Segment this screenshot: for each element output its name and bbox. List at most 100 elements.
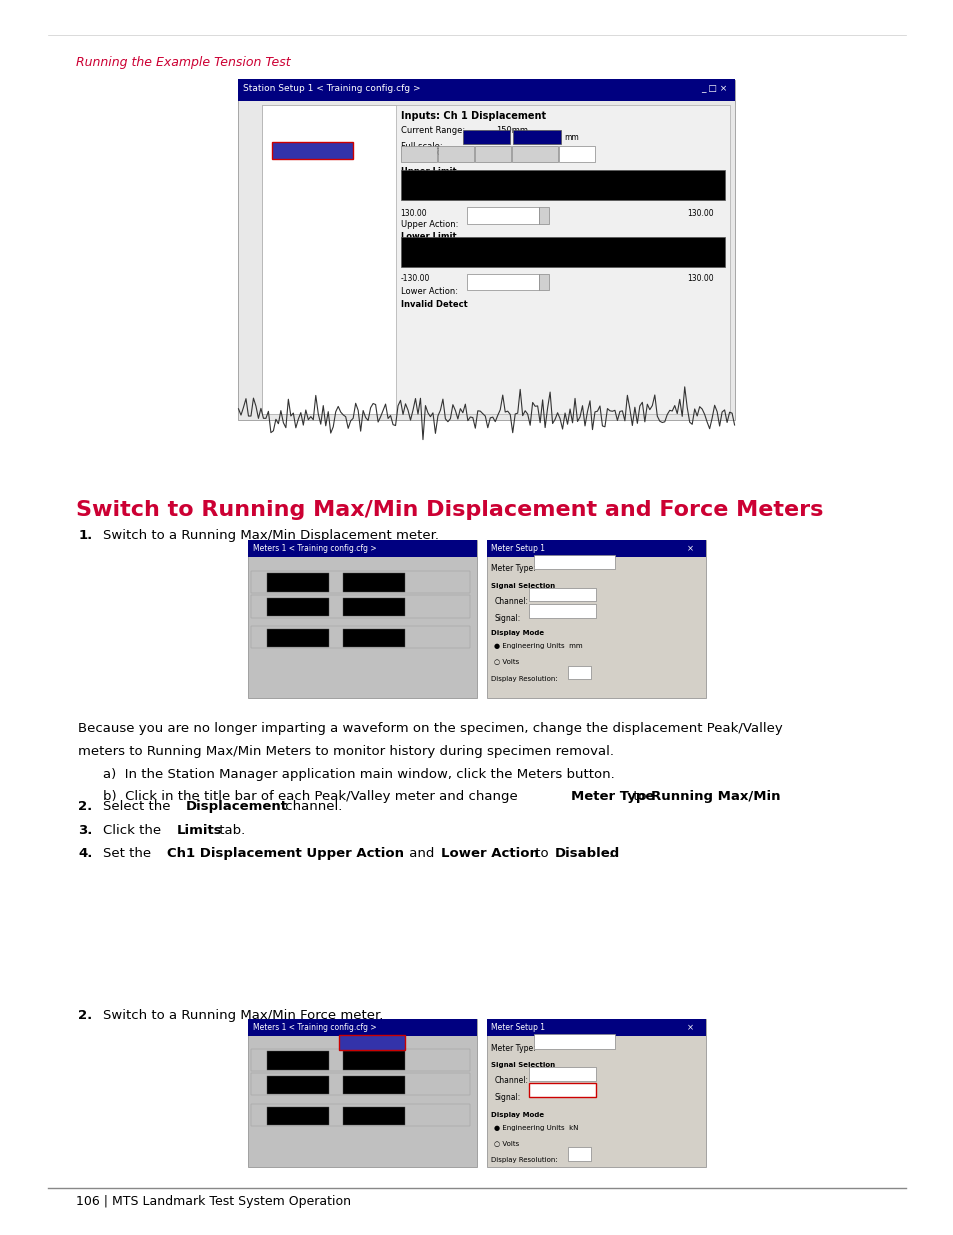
FancyBboxPatch shape — [486, 540, 705, 557]
Text: 130.00: 130.00 — [686, 209, 713, 217]
Text: Switch to a Running Max/Min Displacement meter.: Switch to a Running Max/Min Displacement… — [103, 529, 438, 542]
Text: Displacement: Displacement — [186, 800, 288, 814]
FancyBboxPatch shape — [538, 207, 548, 224]
Text: Calibration: Calibration — [436, 151, 475, 156]
Text: Signal Selection: Signal Selection — [491, 1062, 555, 1068]
Text: Meter Type:: Meter Type: — [491, 1044, 536, 1052]
Text: Current Range:: Current Range: — [400, 126, 464, 135]
FancyBboxPatch shape — [475, 146, 511, 162]
Text: Channel:: Channel: — [494, 597, 528, 605]
FancyBboxPatch shape — [467, 274, 538, 290]
Text: Disabled: Disabled — [486, 210, 520, 220]
Text: Because you are no longer imparting a waveform on the specimen, change the displ: Because you are no longer imparting a wa… — [78, 722, 782, 736]
Text: Displacement: Displacement — [281, 156, 339, 164]
Text: Ch 1: Ch 1 — [553, 592, 568, 597]
FancyBboxPatch shape — [267, 573, 329, 592]
Text: 6: 6 — [577, 669, 580, 674]
Text: Full scale:: Full scale: — [400, 142, 442, 151]
Text: 2.: 2. — [78, 1009, 92, 1023]
Text: Disabled: Disabled — [486, 277, 520, 287]
FancyBboxPatch shape — [267, 629, 329, 647]
Text: 4.420 kN: 4.420 kN — [355, 1079, 393, 1089]
FancyBboxPatch shape — [534, 555, 615, 569]
Text: Signal:: Signal: — [494, 614, 520, 622]
Text: Ch 1 Force: Ch 1 Force — [354, 1040, 390, 1045]
Text: -130.00: -130.00 — [400, 274, 430, 283]
FancyBboxPatch shape — [486, 1019, 705, 1167]
Text: Ch 1: Ch 1 — [274, 140, 293, 148]
FancyBboxPatch shape — [467, 207, 538, 224]
Text: Lower Action: Lower Action — [440, 847, 538, 861]
FancyBboxPatch shape — [529, 1067, 596, 1081]
Text: Meter Type: Meter Type — [571, 790, 654, 804]
FancyBboxPatch shape — [512, 146, 558, 162]
Text: Lower Action:: Lower Action: — [400, 287, 457, 295]
FancyBboxPatch shape — [529, 604, 596, 618]
Text: Running Max/Min: Running Max/Min — [543, 559, 597, 564]
FancyBboxPatch shape — [513, 130, 560, 144]
Text: 0.042 mm: 0.042 mm — [276, 632, 319, 642]
Text: Calculations: Calculations — [274, 300, 325, 309]
Text: Meter Type:: Meter Type: — [491, 564, 536, 573]
Text: Channels: Channels — [270, 124, 309, 132]
Text: mm: mm — [563, 132, 578, 142]
Text: ▼: ▼ — [541, 212, 545, 217]
FancyBboxPatch shape — [251, 571, 470, 593]
FancyBboxPatch shape — [486, 540, 705, 698]
Text: Shunt: Shunt — [482, 151, 503, 156]
Text: 130.00: 130.00 — [686, 274, 713, 283]
Text: Running the Example Tension Test: Running the Example Tension Test — [76, 56, 291, 69]
Text: Invalid Detect: Invalid Detect — [400, 300, 467, 309]
FancyBboxPatch shape — [343, 598, 405, 616]
FancyBboxPatch shape — [267, 1107, 329, 1125]
Text: Force: Force — [285, 172, 308, 180]
Text: Switch to Running Max/Min Displacement and Force Meters: Switch to Running Max/Min Displacement a… — [76, 500, 822, 520]
Text: Ch1 Displacement: Ch1 Displacement — [255, 579, 319, 584]
FancyBboxPatch shape — [267, 1051, 329, 1070]
Text: Meter Setup 1: Meter Setup 1 — [491, 543, 545, 553]
Text: Ch1 Displacement Upper Action: Ch1 Displacement Upper Action — [167, 847, 403, 861]
Text: Lower Limit: Lower Limit — [400, 232, 456, 241]
Text: a)  In the Station Manager application main window, click the Meters button.: a) In the Station Manager application ma… — [103, 768, 614, 782]
Text: Switch to a Running Max/Min Force meter.: Switch to a Running Max/Min Force meter. — [103, 1009, 383, 1023]
FancyBboxPatch shape — [462, 130, 510, 144]
Text: ○ Volts: ○ Volts — [494, 658, 518, 664]
Text: Meters 1 < Training config.cfg >: Meters 1 < Training config.cfg > — [253, 543, 376, 553]
Text: Meters 1 < Training config.cfg >: Meters 1 < Training config.cfg > — [253, 1023, 376, 1032]
FancyBboxPatch shape — [248, 1019, 476, 1036]
Text: _ □ ×: _ □ × — [700, 84, 727, 94]
Text: Display Resolution:: Display Resolution: — [491, 676, 558, 682]
FancyBboxPatch shape — [248, 1019, 476, 1167]
Text: 106 | MTS Landmark Test System Operation: 106 | MTS Landmark Test System Operation — [76, 1194, 351, 1208]
Text: Upper Action:: Upper Action: — [400, 220, 457, 228]
FancyBboxPatch shape — [343, 1051, 405, 1070]
Text: 0.039 mm: 0.039 mm — [276, 1079, 319, 1089]
Text: 4.: 4. — [78, 847, 92, 861]
FancyBboxPatch shape — [400, 237, 724, 267]
FancyBboxPatch shape — [534, 1034, 615, 1049]
Text: Running Max/Min: Running Max/Min — [543, 1039, 597, 1044]
FancyBboxPatch shape — [238, 80, 734, 420]
FancyBboxPatch shape — [267, 598, 329, 616]
Text: Station Signals: Station Signals — [274, 236, 336, 245]
FancyBboxPatch shape — [248, 540, 476, 557]
Text: Display Resolution:: Display Resolution: — [491, 1157, 558, 1163]
FancyBboxPatch shape — [558, 146, 595, 162]
FancyBboxPatch shape — [238, 79, 734, 101]
Text: 0.039 mm: 0.039 mm — [276, 601, 319, 611]
Text: 0.043 mm: 0.043 mm — [276, 1110, 319, 1120]
Text: Signal:: Signal: — [494, 1093, 520, 1102]
Text: ○ Volts: ○ Volts — [494, 1140, 518, 1146]
Text: b)  Click in the title bar of each Peak/Valley meter and change: b) Click in the title bar of each Peak/V… — [103, 790, 521, 804]
Text: Detectors: Detectors — [274, 284, 314, 293]
Text: Ch 1: Ch 1 — [553, 1071, 568, 1076]
Text: 1.: 1. — [78, 529, 92, 542]
Text: Click the: Click the — [103, 824, 165, 837]
FancyBboxPatch shape — [529, 1083, 596, 1097]
Text: meters to Running Max/Min Meters to monitor history during specimen removal.: meters to Running Max/Min Meters to moni… — [78, 745, 614, 758]
Text: 100.00  mm: 100.00 mm — [526, 180, 598, 190]
FancyBboxPatch shape — [486, 1019, 705, 1036]
FancyBboxPatch shape — [248, 540, 476, 698]
Text: Limits: Limits — [564, 151, 589, 156]
FancyBboxPatch shape — [343, 1076, 405, 1094]
